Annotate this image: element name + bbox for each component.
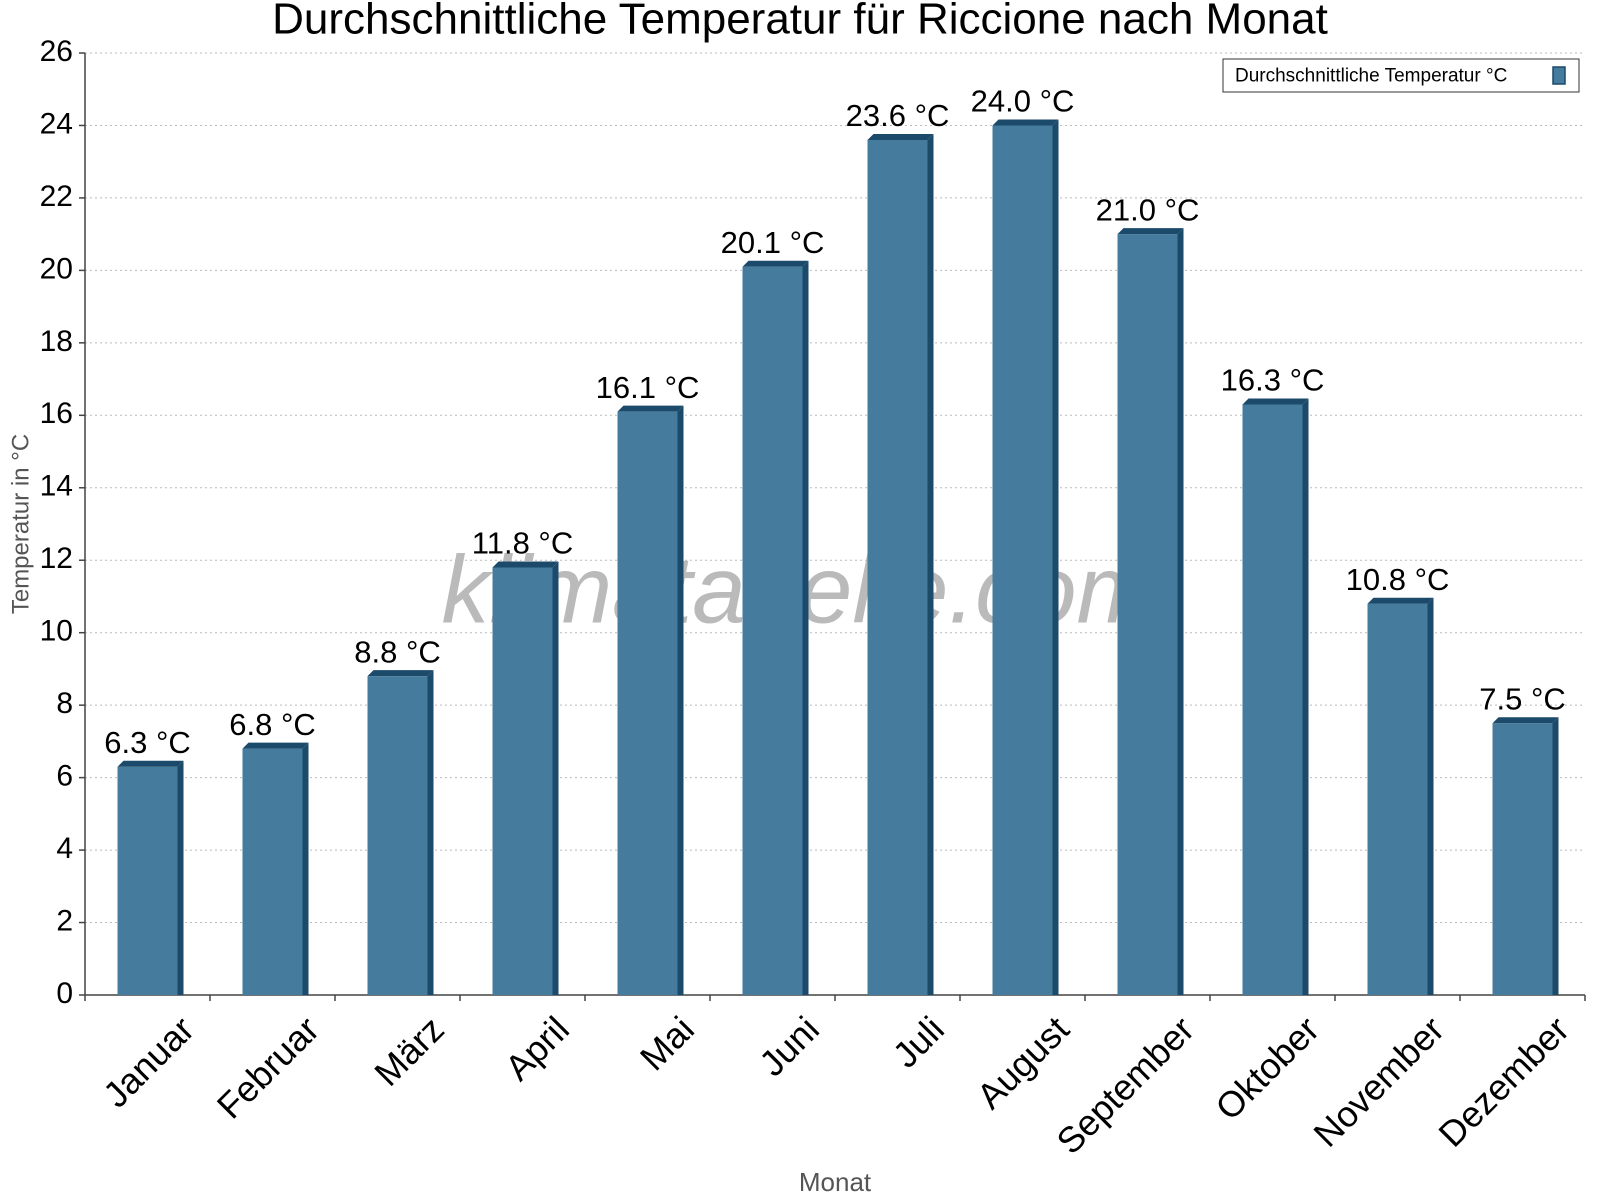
bar-group — [1492, 717, 1559, 995]
bar-group — [1367, 597, 1434, 995]
bar-group — [867, 133, 934, 995]
y-tick-label: 2 — [56, 904, 73, 937]
bar-group — [992, 119, 1059, 995]
value-label: 11.8 °C — [472, 526, 573, 561]
x-tick-label: Oktober — [1207, 1008, 1327, 1128]
value-label: 6.3 °C — [104, 725, 191, 760]
value-label: 6.8 °C — [229, 707, 316, 742]
bar — [492, 567, 553, 995]
value-label: 21.0 °C — [1096, 192, 1200, 227]
y-tick-label: 4 — [56, 832, 73, 865]
bar — [1117, 234, 1178, 996]
bar-side — [177, 760, 184, 995]
bar-top — [992, 119, 1059, 126]
y-tick-label: 6 — [56, 760, 73, 793]
x-tick-label: Juni — [751, 1008, 827, 1084]
y-tick-label: 18 — [40, 325, 73, 358]
bar-side — [1302, 398, 1309, 995]
bar-top — [1242, 398, 1309, 405]
bar — [1242, 404, 1303, 995]
bar-top — [1367, 597, 1434, 604]
bar-top — [367, 670, 434, 677]
x-axis-label: Monat — [799, 1167, 872, 1197]
x-tick-label: Mai — [632, 1008, 702, 1078]
bar-group — [492, 561, 559, 995]
bar-group — [367, 670, 434, 995]
legend-box — [1222, 58, 1580, 93]
bar-top — [742, 260, 809, 267]
bar-side — [1177, 228, 1184, 996]
x-tick-label: September — [1048, 1008, 1202, 1162]
bar — [367, 676, 428, 995]
y-axis-label: Temperatur in °C — [7, 434, 34, 614]
y-tick-label: 20 — [40, 252, 73, 285]
bar-group — [617, 405, 684, 996]
bar-side — [427, 670, 434, 995]
value-label: 20.1 °C — [721, 225, 825, 260]
value-label: 16.1 °C — [596, 370, 700, 405]
y-tick-label: 8 — [56, 687, 73, 720]
y-tick-label: 10 — [40, 615, 73, 648]
y-tick-label: 16 — [40, 397, 73, 430]
x-tick-label: März — [366, 1008, 452, 1094]
bar-group — [1242, 398, 1309, 995]
bar-side — [677, 405, 684, 996]
bar — [1492, 723, 1553, 995]
bar-group — [117, 760, 184, 995]
bar-side — [1427, 597, 1434, 995]
bar-group — [242, 742, 309, 995]
value-label: 8.8 °C — [354, 634, 441, 669]
x-tick-label: November — [1305, 1008, 1451, 1154]
value-label: 10.8 °C — [1346, 562, 1450, 597]
legend-label: Durchschnittliche Temperatur °C — [1235, 66, 1507, 87]
x-tick-label: April — [497, 1008, 577, 1088]
x-tick-label: August — [969, 1008, 1077, 1116]
bar-top — [617, 405, 684, 412]
bar-group — [1117, 228, 1184, 996]
bar-side — [302, 742, 309, 995]
y-tick-label: 14 — [40, 470, 73, 503]
x-tick-label: Januar — [95, 1008, 202, 1115]
value-label: 16.3 °C — [1221, 363, 1325, 398]
value-label: 7.5 °C — [1479, 681, 1566, 716]
bar-side — [1052, 119, 1059, 995]
bar — [117, 766, 178, 995]
x-tick-label: Juli — [885, 1008, 952, 1075]
bar — [242, 748, 303, 995]
bar — [742, 266, 803, 995]
x-tick-label: Februar — [209, 1008, 327, 1126]
bar — [867, 139, 928, 995]
bar-side — [927, 133, 934, 995]
bar-top — [117, 760, 184, 767]
y-tick-label: 0 — [56, 977, 73, 1010]
bar-top — [1117, 228, 1184, 235]
chart-title: Durchschnittliche Temperatur für Riccion… — [272, 0, 1328, 44]
x-tick-label: Dezember — [1430, 1008, 1576, 1154]
legend-swatch — [1552, 66, 1566, 85]
bar-side — [552, 561, 559, 995]
bar-top — [867, 133, 934, 140]
y-tick-label: 26 — [40, 35, 73, 68]
y-tick-label: 22 — [40, 180, 73, 213]
bar-top — [1492, 717, 1559, 724]
bar-side — [1552, 717, 1559, 995]
bar-top — [242, 742, 309, 749]
bar-side — [802, 260, 809, 995]
value-label: 23.6 °C — [846, 98, 950, 133]
value-label: 24.0 °C — [971, 84, 1075, 119]
y-tick-label: 12 — [40, 542, 73, 575]
bar — [992, 125, 1053, 995]
bar — [1367, 603, 1428, 995]
y-tick-label: 24 — [40, 107, 73, 140]
bar-group — [742, 260, 809, 995]
bar — [617, 411, 678, 996]
bar-top — [492, 561, 559, 568]
